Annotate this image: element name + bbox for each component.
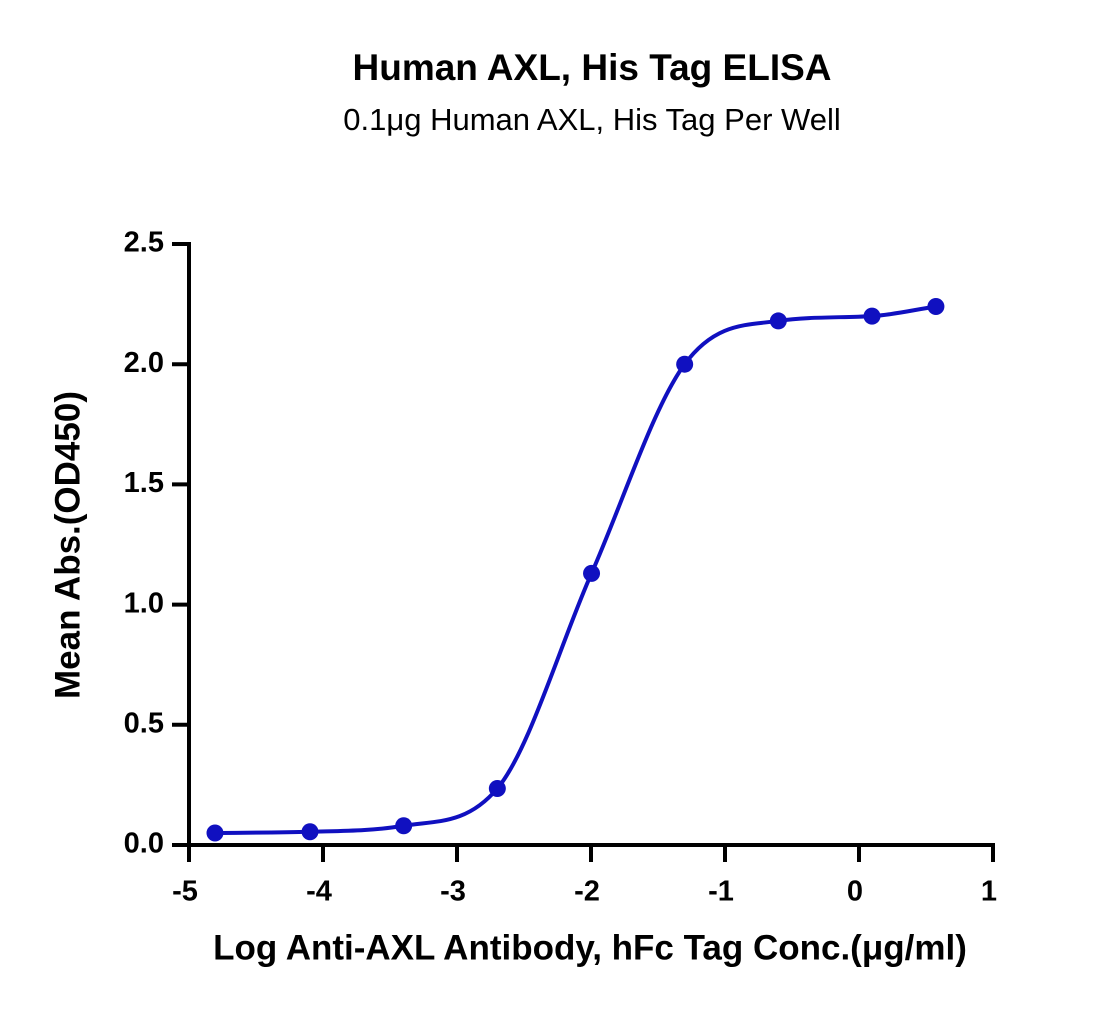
point bbox=[863, 307, 881, 325]
y-tick-label: 1.0 bbox=[124, 587, 164, 619]
y-tick-label: 0.0 bbox=[124, 828, 164, 860]
point bbox=[583, 564, 601, 582]
point bbox=[206, 824, 224, 842]
point bbox=[769, 312, 787, 330]
point bbox=[395, 817, 413, 835]
y-axis-label: Mean Abs.(OD450) bbox=[48, 391, 87, 699]
point bbox=[301, 823, 319, 841]
x-tick-label: 0 bbox=[847, 876, 863, 908]
x-tick-label: -2 bbox=[574, 876, 600, 908]
y-tick-label: 0.5 bbox=[124, 707, 164, 739]
y-tick-label: 1.5 bbox=[124, 467, 164, 499]
point bbox=[488, 780, 506, 798]
x-tick-label: -1 bbox=[708, 876, 734, 908]
curve bbox=[214, 304, 937, 835]
point bbox=[927, 298, 945, 316]
x-tick-label: -4 bbox=[306, 876, 332, 908]
x-tick-label: -3 bbox=[440, 876, 466, 908]
point bbox=[676, 355, 694, 373]
y-tick-label: 2.5 bbox=[124, 227, 164, 259]
x-tick-label: 1 bbox=[981, 876, 997, 908]
y-tick-label: 2.0 bbox=[124, 347, 164, 379]
chart-title: Human AXL, His Tag ELISA bbox=[353, 47, 832, 88]
chart-subtitle: 0.1μg Human AXL, His Tag Per Well bbox=[343, 102, 840, 137]
x-axis-label: Log Anti-AXL Antibody, hFc Tag Conc.(μg/… bbox=[213, 928, 967, 967]
x-tick-label: -5 bbox=[172, 876, 198, 908]
